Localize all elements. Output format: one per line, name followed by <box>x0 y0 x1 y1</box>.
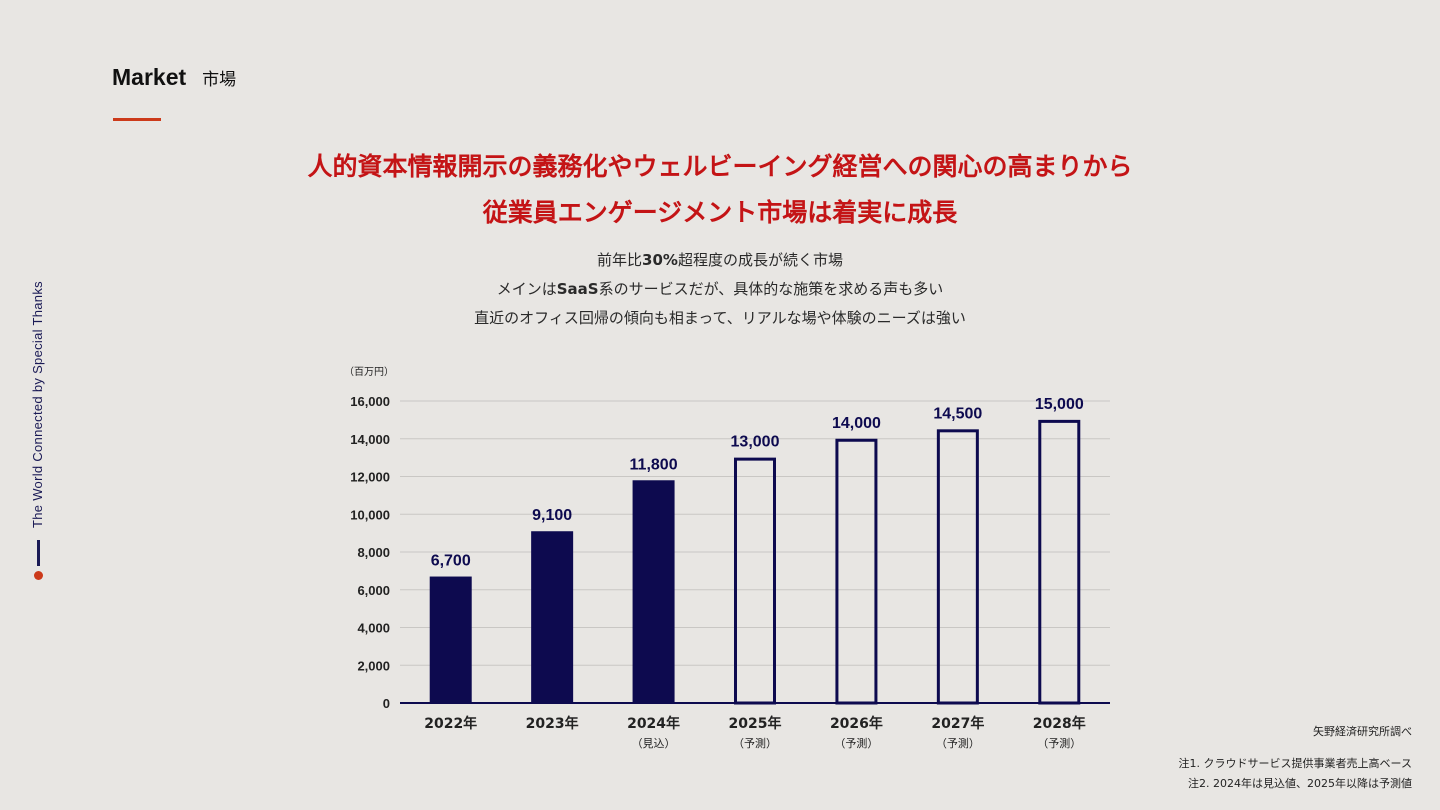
subtext-part: 前年比 <box>597 251 643 269</box>
x-tick-note: （予測） <box>834 736 878 750</box>
data-label: 13,000 <box>731 434 780 451</box>
headline: 人的資本情報開示の義務化やウェルビーイング経営への関心の高まりから 従業員エンゲ… <box>0 144 1440 236</box>
bar <box>632 480 675 703</box>
subtext-block: 前年比30%超程度の成長が続く市場 メインはSaaS系のサービスだが、具体的な施… <box>0 246 1440 333</box>
x-tick-note: （予測） <box>1037 736 1081 750</box>
data-label: 14,500 <box>933 405 982 422</box>
note-1: 注1. クラウドサービス提供事業者売上高ベース <box>1178 757 1412 770</box>
y-tick-label: 12,000 <box>350 470 390 485</box>
data-label: 11,800 <box>630 456 678 473</box>
headline-line1: 人的資本情報開示の義務化やウェルビーイング経営への関心の高まりから <box>307 152 1133 181</box>
subtext-line: 直近のオフィス回帰の傾向も相まって、リアルな場や体験のニーズは強い <box>0 304 1440 333</box>
data-label: 14,000 <box>832 415 881 432</box>
data-label: 15,000 <box>1035 396 1084 413</box>
subtext-part: 直近のオフィス回帰の傾向も相まって、リアルな場や体験のニーズは強い <box>474 309 966 327</box>
subtext-part: 系のサービスだが、具体的な施策を求める声も多い <box>598 280 944 298</box>
y-tick-label: 0 <box>383 696 390 711</box>
section-title-en: Market <box>112 64 187 90</box>
subtext-line: メインはSaaS系のサービスだが、具体的な施策を求める声も多い <box>0 275 1440 304</box>
accent-underline <box>113 118 161 121</box>
y-axis-unit-label: （百万円） <box>344 366 394 378</box>
x-tick-label: 2024年 <box>627 715 680 732</box>
bar <box>429 576 472 703</box>
x-tick-label: 2027年 <box>931 715 984 732</box>
x-tick-label: 2023年 <box>526 715 579 732</box>
x-tick-label: 2022年 <box>424 715 477 732</box>
y-tick-label: 10,000 <box>350 507 390 522</box>
bar <box>734 457 776 705</box>
headline-line2: 従業員エンゲージメント市場は着実に成長 <box>482 198 958 227</box>
y-tick-label: 16,000 <box>350 394 390 409</box>
x-tick-label: 2028年 <box>1033 715 1086 732</box>
side-tag-dot <box>34 571 43 580</box>
bar <box>1038 419 1081 705</box>
x-tick-label: 2025年 <box>729 715 782 732</box>
bar <box>531 531 574 703</box>
y-tick-label: 8,000 <box>357 545 390 560</box>
section-title-jp: 市場 <box>202 70 237 90</box>
x-tick-label: 2026年 <box>830 715 883 732</box>
y-tick-label: 6,000 <box>357 583 390 598</box>
market-bar-chart: （百万円） 0 2,000 4,000 6,000 8,000 10,000 12,000 14… <box>344 366 1110 750</box>
bar <box>936 429 979 705</box>
subtext-part: 超程度の成長が続く市場 <box>677 251 843 269</box>
source-credit: 矢野経済研究所調べ <box>1313 725 1412 738</box>
section-header: Market 市場 <box>112 64 236 91</box>
data-label: 6,700 <box>431 553 471 570</box>
y-tick-label: 2,000 <box>357 658 390 673</box>
y-tick-label: 14,000 <box>350 432 390 447</box>
y-tick-label: 4,000 <box>357 621 390 636</box>
subtext-bold: 30% <box>642 251 678 269</box>
subtext-part: メインは <box>496 280 557 298</box>
data-label: 9,100 <box>532 507 572 524</box>
x-tick-note: （見込） <box>632 737 676 750</box>
side-tag-bar <box>37 540 40 566</box>
side-tag: The World Connected by Special Thanks <box>22 230 56 590</box>
bar <box>835 438 878 705</box>
x-tick-note: （予測） <box>733 736 777 750</box>
sources: 矢野経済研究所調べ 注1. クラウドサービス提供事業者売上高ベース 注2. 20… <box>1179 722 1412 794</box>
subtext-line: 前年比30%超程度の成長が続く市場 <box>0 246 1440 275</box>
subtext-bold: SaaS <box>556 280 599 298</box>
x-tick-note: （予測） <box>936 736 980 750</box>
note-2: 注2. 2024年は見込値、2025年以降は予測値 <box>1188 777 1412 790</box>
